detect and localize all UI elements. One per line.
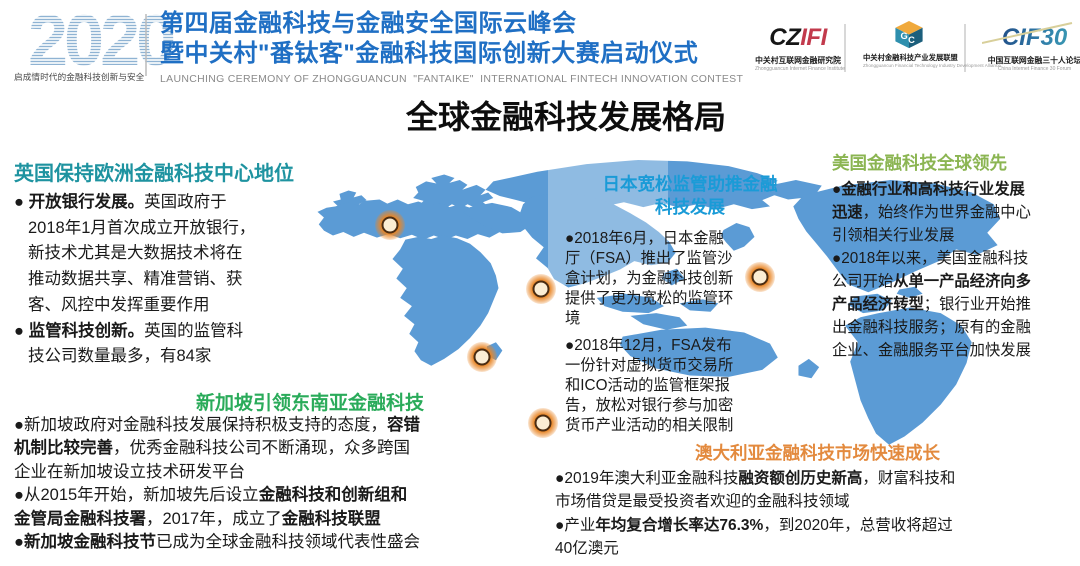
svg-text:C: C (908, 35, 915, 45)
svg-text:G: G (901, 31, 908, 41)
svg-text:2020: 2020 (28, 1, 174, 81)
svg-text:启成情时代的金融科技创新与安全: 启成情时代的金融科技创新与安全 (14, 71, 145, 82)
